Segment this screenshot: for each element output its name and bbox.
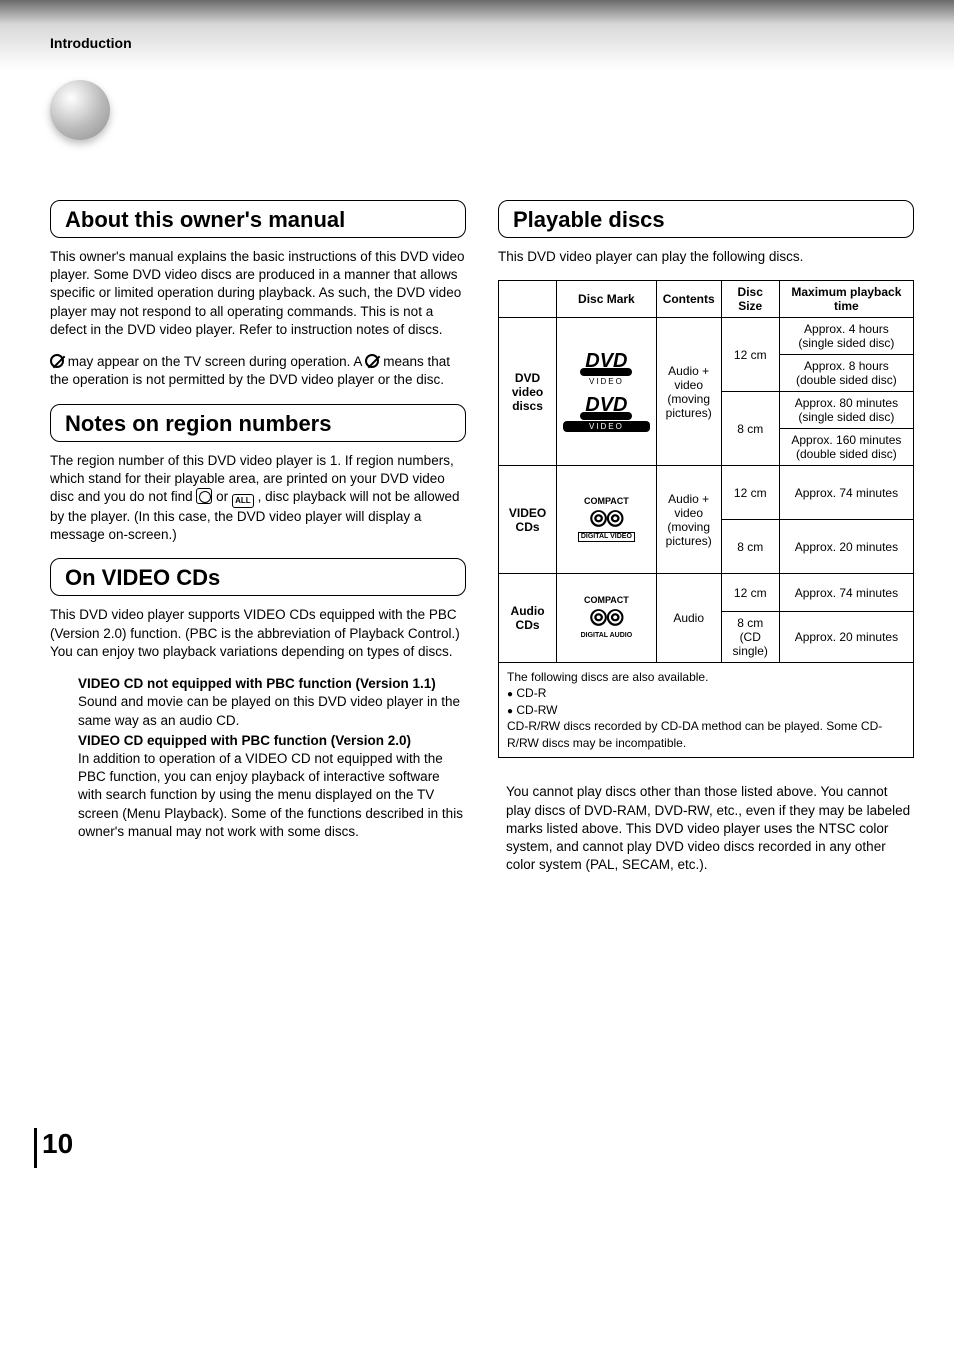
th-size: Disc Size — [721, 281, 779, 318]
page-num-bar — [34, 1128, 37, 1168]
acd-contents: Audio — [656, 574, 721, 663]
page-number: 10 — [42, 1128, 73, 1160]
heading-playable-text: Playable discs — [513, 207, 665, 232]
section-label: Introduction — [50, 35, 132, 51]
sub2-body: In addition to operation of a VIDEO CD n… — [78, 751, 463, 839]
heading-about: About this owner's manual — [50, 200, 466, 238]
page-content: About this owner's manual This owner's m… — [0, 70, 954, 928]
vcd-sub: DIGITAL VIDEO — [578, 532, 635, 542]
dvd-bar-1 — [580, 368, 632, 376]
heading-region-text: Notes on region numbers — [65, 411, 331, 436]
acd-size-12: 12 cm — [721, 574, 779, 612]
vcd-time-2: Approx. 20 minutes — [779, 520, 913, 574]
disc-glyph-2: ⦾⦾ — [590, 605, 623, 630]
table-footer-row: The following discs are also available. … — [499, 663, 914, 758]
acd-mark: COMPACT ⦾⦾ DIGITAL AUDIO — [557, 574, 657, 663]
footer-b1: CD-R — [516, 686, 546, 700]
all-icon: ALL — [232, 494, 254, 508]
vcd-contents: Audio + video (moving pictures) — [656, 466, 721, 574]
acd-size-8: 8 cm (CD single) — [721, 612, 779, 663]
videocd-details: VIDEO CD not equipped with PBC function … — [50, 675, 466, 841]
acd-time-2: Approx. 20 minutes — [779, 612, 913, 663]
heading-playable: Playable discs — [498, 200, 914, 238]
prohibit-icon — [50, 354, 64, 368]
dvd-sub-1: VIDEO — [563, 377, 650, 386]
dvd-bar-2 — [580, 412, 632, 420]
dvd-sub-2: VIDEO — [563, 421, 650, 432]
heading-videocd-text: On VIDEO CDs — [65, 565, 220, 590]
heading-region: Notes on region numbers — [50, 404, 466, 442]
acd-time-1: Approx. 74 minutes — [779, 574, 913, 612]
vcd-label: VIDEO CDs — [499, 466, 557, 574]
vcd-mark: COMPACT ⦾⦾ DIGITAL VIDEO — [557, 466, 657, 574]
bottom-note: You cannot play discs other than those l… — [498, 771, 914, 874]
acd-compact: COMPACT — [584, 595, 629, 605]
dvd-label: DVD video discs — [499, 318, 557, 466]
sub1-body: Sound and movie can be played on this DV… — [78, 694, 460, 727]
dvd-time-4: Approx. 160 minutes (double sided disc) — [779, 429, 913, 466]
sub1-title: VIDEO CD not equipped with PBC function … — [78, 676, 436, 691]
region-text-b: or — [212, 489, 232, 504]
vcd-row-1: VIDEO CDs COMPACT ⦾⦾ DIGITAL VIDEO Audio… — [499, 466, 914, 520]
heading-about-text: About this owner's manual — [65, 207, 345, 232]
dvd-row-1: DVD video discs DVD VIDEO DVD VIDEO Audi… — [499, 318, 914, 355]
footer-b2: CD-RW — [516, 703, 557, 717]
footer-line2: CD-R/RW discs recorded by CD-DA method c… — [507, 719, 882, 749]
compact-logo-vcd: COMPACT ⦾⦾ DIGITAL VIDEO — [563, 497, 650, 542]
videocd-paragraph: This DVD video player supports VIDEO CDs… — [50, 606, 466, 661]
acd-row-1: Audio CDs COMPACT ⦾⦾ DIGITAL AUDIO Audio… — [499, 574, 914, 612]
top-gradient: Introduction — [0, 0, 954, 70]
sub1: VIDEO CD not equipped with PBC function … — [78, 675, 466, 730]
dvd-time-2: Approx. 8 hours (double sided disc) — [779, 355, 913, 392]
vcd-time-1: Approx. 74 minutes — [779, 466, 913, 520]
th-mark: Disc Mark — [557, 281, 657, 318]
dvd-size-12: 12 cm — [721, 318, 779, 392]
bullet-2: ● — [507, 706, 513, 717]
right-column: Playable discs This DVD video player can… — [498, 200, 914, 888]
acd-sub: DIGITAL AUDIO — [581, 632, 633, 639]
prohibit-text-a: may appear on the TV screen during opera… — [64, 354, 365, 369]
dvd-contents: Audio + video (moving pictures) — [656, 318, 721, 466]
sub2-title: VIDEO CD equipped with PBC function (Ver… — [78, 733, 411, 748]
sub2: VIDEO CD equipped with PBC function (Ver… — [78, 732, 466, 841]
left-column: About this owner's manual This owner's m… — [50, 200, 466, 888]
vcd-size-8: 8 cm — [721, 520, 779, 574]
dvd-size-8: 8 cm — [721, 392, 779, 466]
sphere-decoration — [50, 80, 110, 140]
page-footer: 10 — [0, 1128, 954, 1198]
region-paragraph: The region number of this DVD video play… — [50, 452, 466, 545]
dvd-time-3: Approx. 80 minutes (single sided disc) — [779, 392, 913, 429]
footer-line1: The following discs are also available. — [507, 670, 708, 684]
disc-glyph-1: ⦾⦾ — [590, 506, 623, 531]
vcd-compact: COMPACT — [584, 496, 629, 506]
table-footer: The following discs are also available. … — [499, 663, 914, 758]
th-blank — [499, 281, 557, 318]
compact-logo-acd: COMPACT ⦾⦾ DIGITAL AUDIO — [563, 596, 650, 640]
prohibit-paragraph: may appear on the TV screen during opera… — [50, 353, 466, 389]
sphere-icon — [50, 80, 110, 140]
vcd-size-12: 12 cm — [721, 466, 779, 520]
th-time: Maximum playback time — [779, 281, 913, 318]
dvd-mark: DVD VIDEO DVD VIDEO — [557, 318, 657, 466]
acd-label: Audio CDs — [499, 574, 557, 663]
prohibit-icon-2 — [365, 354, 379, 368]
dvd-time-1: Approx. 4 hours (single sided disc) — [779, 318, 913, 355]
playable-intro: This DVD video player can play the follo… — [498, 248, 914, 266]
globe-icon — [196, 488, 212, 504]
about-paragraph: This owner's manual explains the basic i… — [50, 248, 466, 339]
bullet-1: ● — [507, 689, 513, 700]
table-header-row: Disc Mark Contents Disc Size Maximum pla… — [499, 281, 914, 318]
th-contents: Contents — [656, 281, 721, 318]
heading-videocd: On VIDEO CDs — [50, 558, 466, 596]
discs-table: Disc Mark Contents Disc Size Maximum pla… — [498, 280, 914, 758]
